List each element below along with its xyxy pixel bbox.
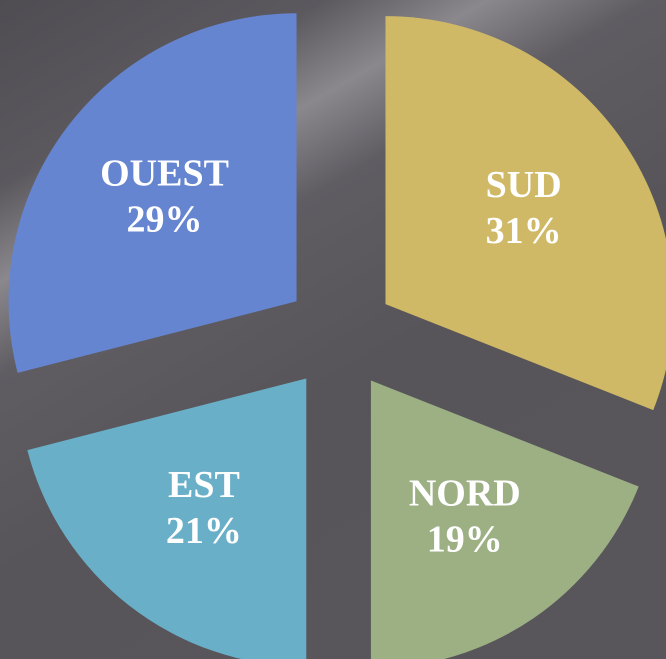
slice-label: OUEST: [100, 153, 229, 195]
pie-slice: [370, 380, 639, 659]
slice-label: EST: [168, 464, 240, 506]
slice-label: NORD: [409, 472, 521, 514]
slice-value-label: 31%: [486, 210, 562, 252]
slice-value-label: 29%: [127, 199, 203, 241]
slice-value-label: 19%: [427, 518, 503, 560]
slice-value-label: 21%: [166, 510, 242, 552]
pie-slice: [27, 378, 307, 659]
pie-slice: [385, 16, 666, 411]
pie-slice: [8, 13, 297, 373]
slice-label: SUD: [486, 164, 562, 206]
